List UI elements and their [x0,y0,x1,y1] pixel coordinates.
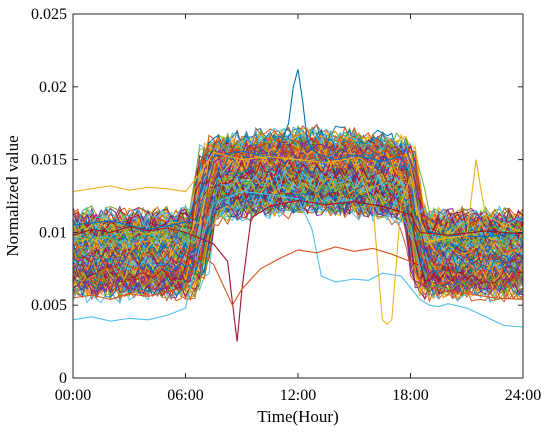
series-line [72,147,524,296]
series-line [72,145,524,244]
series-lines [72,69,524,342]
y-tick-label: 0.005 [31,297,67,314]
series-line [72,169,524,228]
series-line [72,190,524,282]
series-line [72,195,523,228]
outlier-series-line [72,151,524,325]
series-line [72,187,524,229]
series-line [72,190,524,298]
y-tick-label: 0.015 [31,152,67,169]
x-tick-label: 12:00 [280,387,316,404]
x-tick-label: 00:00 [55,387,91,404]
axis-ticks: 00:00 06:00 12:00 18:00 24:00 0 0.005 0.01 0.015… [31,6,541,404]
series-line [72,142,524,272]
y-tick-label: 0.02 [39,79,67,96]
series-line [72,155,524,294]
series-line [72,191,524,292]
x-tick-label: 18:00 [392,387,428,404]
y-axis-label: Normalized value [3,135,22,256]
y-tick-label: 0 [59,370,67,387]
series-line [72,146,524,277]
series-line [72,145,524,277]
series-line [72,179,524,244]
x-axis-label: Time(Hour) [257,407,339,426]
outlier-series-line [72,246,524,307]
outlier-series-line [72,191,524,328]
x-tick-label: 24:00 [505,387,541,404]
outlier-series-line [72,69,524,238]
y-tick-label: 0.025 [31,6,67,23]
y-tick-label: 0.01 [39,224,67,241]
x-tick-label: 06:00 [167,387,203,404]
outlier-series-line [72,199,524,342]
